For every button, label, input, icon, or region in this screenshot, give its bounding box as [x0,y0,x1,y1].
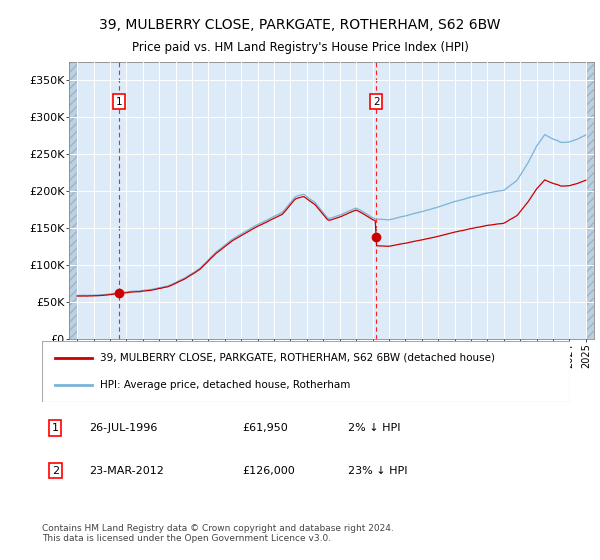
Text: 23% ↓ HPI: 23% ↓ HPI [348,466,408,475]
Text: HPI: Average price, detached house, Rotherham: HPI: Average price, detached house, Roth… [100,380,350,390]
Text: 1: 1 [52,423,59,433]
Text: 1: 1 [116,97,122,107]
Text: 26-JUL-1996: 26-JUL-1996 [89,423,158,433]
FancyBboxPatch shape [42,341,570,402]
Text: 2: 2 [52,466,59,475]
Bar [586,62,594,339]
Text: 23-MAR-2012: 23-MAR-2012 [89,466,164,475]
Text: £126,000: £126,000 [242,466,295,475]
Text: 2% ↓ HPI: 2% ↓ HPI [348,423,401,433]
Text: 39, MULBERRY CLOSE, PARKGATE, ROTHERHAM, S62 6BW: 39, MULBERRY CLOSE, PARKGATE, ROTHERHAM,… [99,18,501,32]
Text: Contains HM Land Registry data © Crown copyright and database right 2024.
This d: Contains HM Land Registry data © Crown c… [42,524,394,543]
Bar [69,62,77,339]
Text: 2: 2 [373,97,379,107]
Text: Price paid vs. HM Land Registry's House Price Index (HPI): Price paid vs. HM Land Registry's House … [131,41,469,54]
Text: 39, MULBERRY CLOSE, PARKGATE, ROTHERHAM, S62 6BW (detached house): 39, MULBERRY CLOSE, PARKGATE, ROTHERHAM,… [100,353,495,363]
Text: £61,950: £61,950 [242,423,289,433]
